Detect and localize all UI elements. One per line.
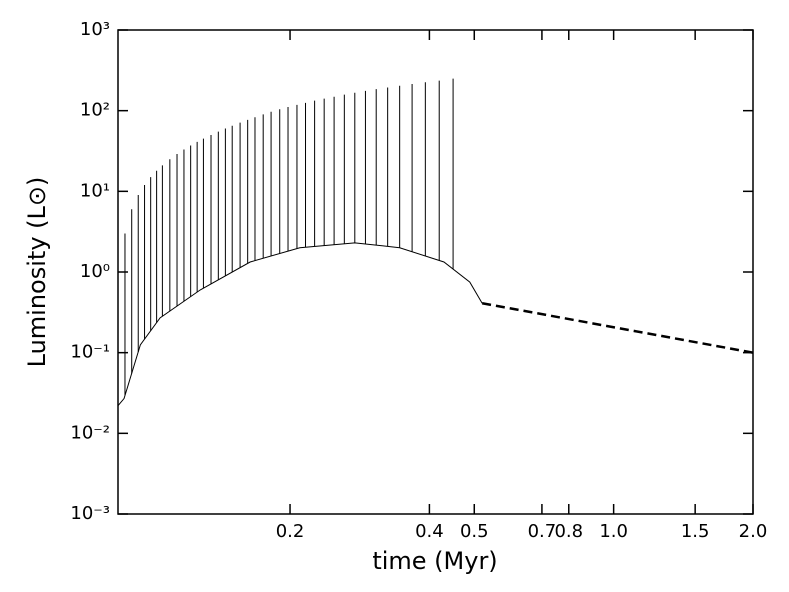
x-tick-label: 0.2 [276,521,305,542]
line-series [117,242,483,407]
y-tick-label: 10⁻¹ [70,342,110,363]
x-tick-label: 1.0 [599,521,628,542]
x-tick-label: 0.4 [415,521,444,542]
y-tick-label: 10¹ [80,180,110,201]
line-series [481,302,754,354]
y-tick-label: 10³ [80,19,110,40]
y-tick-label: 10² [80,100,110,121]
plot-frame [117,29,754,515]
y-tick-label: 10⁻² [70,422,110,443]
y-tick-label: 10⁻³ [70,503,110,524]
x-tick-label: 1.5 [681,521,710,542]
x-tick-label: 0.8 [554,521,583,542]
x-tick-label: 0.7 [528,521,557,542]
y-axis-label: Luminosity (L⊙) [23,177,51,368]
x-tick-label: 0.5 [460,521,489,542]
x-axis-label: time (Myr) [372,547,497,575]
y-tick-label: 10⁰ [80,261,110,282]
x-tick-label: 2.0 [739,521,768,542]
